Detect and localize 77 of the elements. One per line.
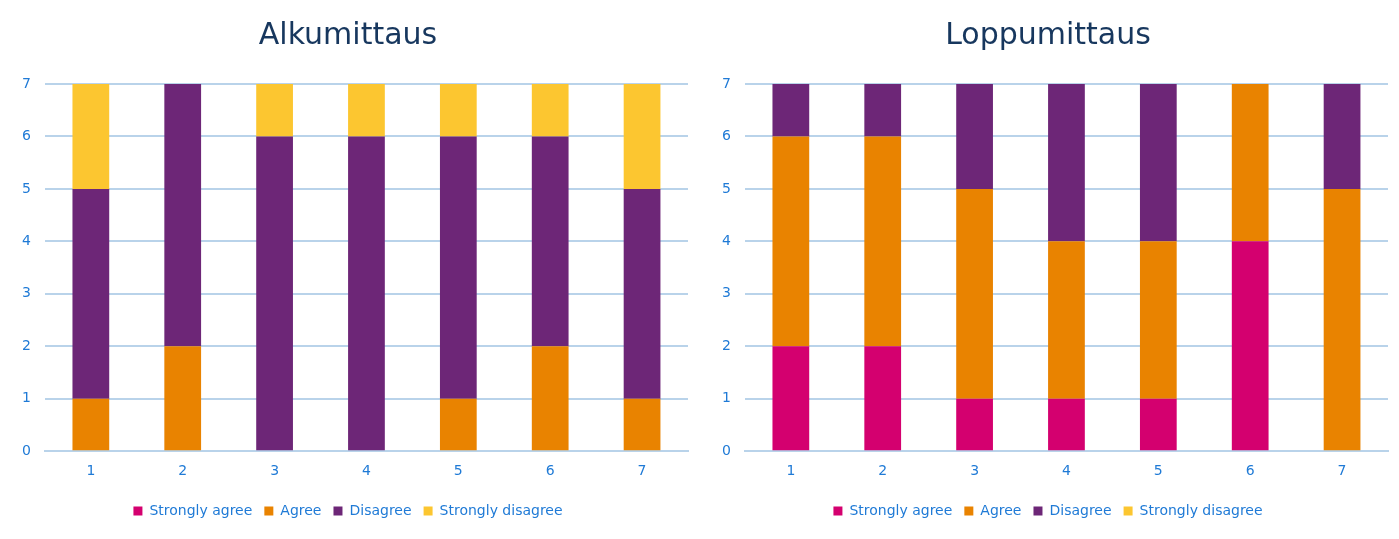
bar [623, 188, 661, 399]
x-tick-label: 4 [1061, 462, 1071, 479]
legend-label: Disagree [1049, 501, 1112, 518]
bar [623, 84, 661, 189]
bar [864, 136, 902, 347]
x-tick-label: 3 [970, 462, 980, 479]
legend-label: Agree [980, 501, 1022, 518]
y-tick-label: 2 [721, 336, 731, 353]
bar [72, 398, 110, 451]
bar [1048, 84, 1085, 242]
x-tick-label: 2 [878, 462, 888, 479]
y-tick-label: 7 [21, 74, 31, 91]
bar [1139, 398, 1177, 451]
bar [256, 136, 293, 451]
y-tick-label: 3 [721, 284, 731, 301]
bar [164, 84, 202, 347]
bar [256, 84, 293, 137]
x-tick-label: 4 [361, 462, 371, 479]
bar [772, 136, 810, 347]
legend-label: Strongly agree [849, 501, 953, 518]
y-tick-label: 6 [721, 127, 731, 144]
x-tick-label: 2 [178, 462, 188, 479]
y-tick-label: 3 [21, 284, 31, 301]
bar [956, 188, 993, 399]
bar [623, 398, 661, 451]
bar [864, 346, 902, 451]
legend-label: Agree [280, 501, 322, 518]
y-tick-label: 0 [721, 441, 731, 458]
bar [772, 346, 810, 451]
y-tick-label: 6 [21, 127, 31, 144]
bar [1231, 84, 1269, 242]
y-tick-label: 5 [21, 179, 31, 196]
bar [439, 136, 477, 399]
y-tick-label: 0 [21, 441, 31, 458]
y-tick-label: 7 [721, 74, 731, 91]
bar [864, 84, 902, 137]
bar [1048, 241, 1085, 399]
bar [439, 84, 477, 137]
bar [72, 188, 110, 399]
y-tick-label: 4 [21, 232, 31, 249]
legend-label: Strongly agree [149, 501, 253, 518]
x-tick-label: 1 [86, 462, 96, 479]
y-tick-label: 5 [721, 179, 731, 196]
y-tick-label: 4 [721, 232, 731, 249]
bar [348, 84, 385, 137]
y-tick-label: 1 [21, 389, 31, 406]
y-tick-label: 2 [21, 336, 31, 353]
bar [1139, 241, 1177, 399]
legend-label: Strongly disagree [1139, 501, 1263, 518]
bar [956, 398, 993, 451]
bar [1323, 188, 1361, 451]
bar [1139, 84, 1177, 242]
y-tick-label: 1 [721, 389, 731, 406]
bar [1048, 398, 1085, 451]
chart-title: Loppumittaus [945, 15, 1151, 51]
bar [531, 84, 569, 137]
x-tick-label: 5 [453, 462, 463, 479]
bar [772, 84, 810, 137]
bar [72, 84, 110, 189]
x-tick-label: 7 [637, 462, 647, 479]
x-tick-label: 3 [270, 462, 280, 479]
legend-label: Strongly disagree [439, 501, 563, 518]
bar [1323, 84, 1361, 189]
bar [531, 346, 569, 451]
x-tick-label: 7 [1337, 462, 1347, 479]
x-tick-label: 6 [545, 462, 555, 479]
bar [531, 136, 569, 347]
chart-title: Alkumittaus [258, 15, 438, 51]
legend-label: Disagree [349, 501, 412, 518]
x-tick-label: 5 [1153, 462, 1163, 479]
x-tick-label: 1 [786, 462, 796, 479]
bar [164, 346, 202, 451]
bar [956, 84, 993, 189]
x-tick-label: 6 [1245, 462, 1255, 479]
bar [1231, 241, 1269, 451]
bar [348, 136, 385, 451]
bar [439, 398, 477, 451]
